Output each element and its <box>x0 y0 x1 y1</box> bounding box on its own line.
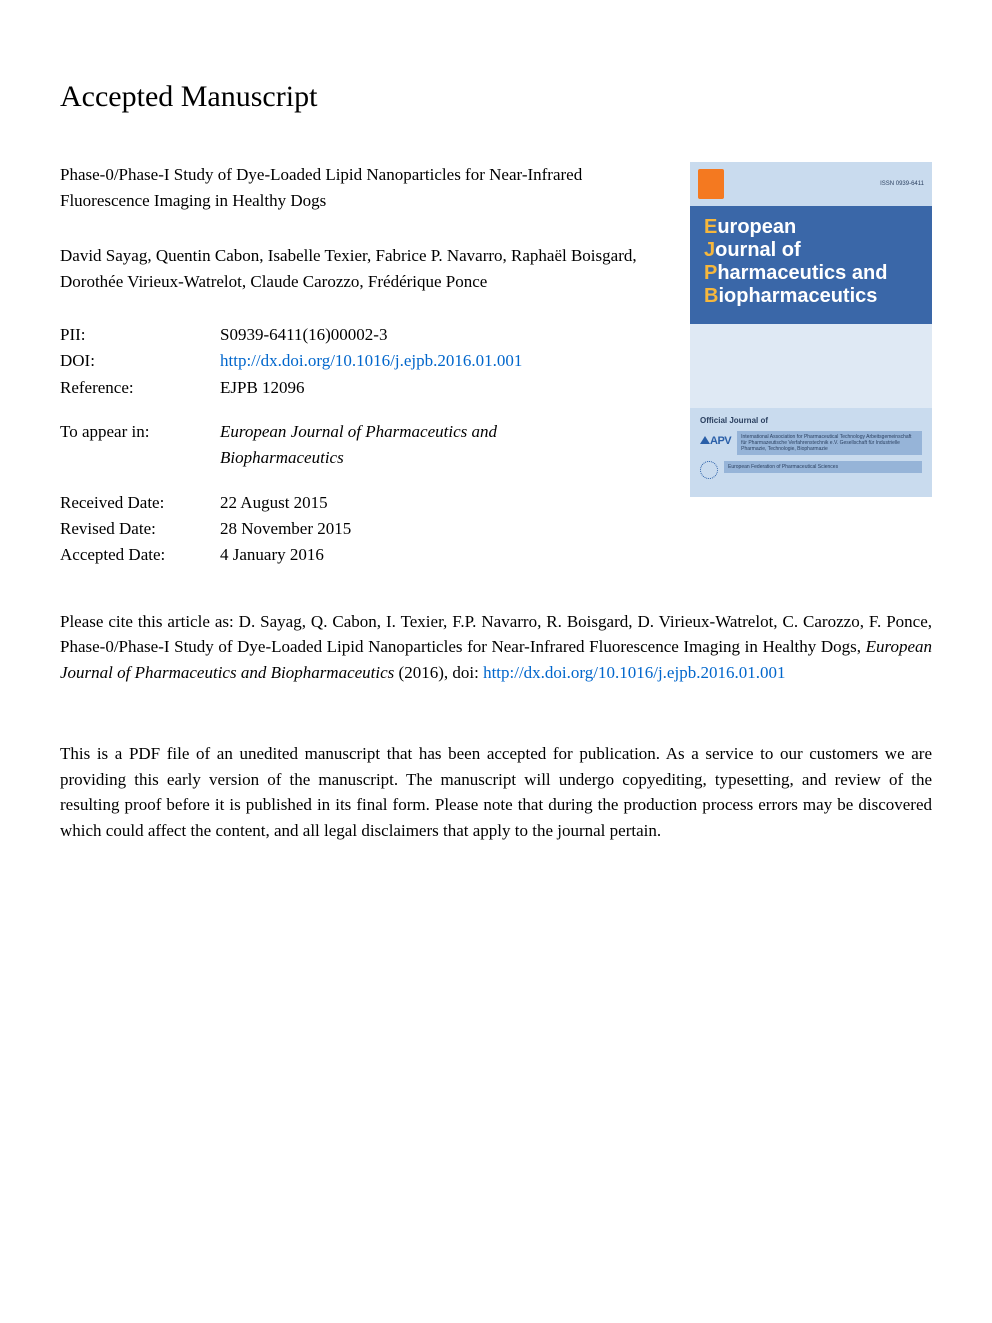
meta-value: 28 November 2015 <box>220 516 580 542</box>
apv-logo-icon: APV <box>700 431 731 449</box>
meta-row-reference: Reference: EJPB 12096 <box>60 375 666 401</box>
meta-row-appear: To appear in: European Journal of Pharma… <box>60 419 666 472</box>
association-row: APV International Association for Pharma… <box>700 431 922 455</box>
cover-bottom-panel: Official Journal of APV International As… <box>690 408 932 497</box>
cover-accent-letter: J <box>704 239 715 261</box>
cover-mid-panel <box>690 324 932 408</box>
meta-value: S0939-6411(16)00002-3 <box>220 322 580 348</box>
association-text: European Federation of Pharmaceutical Sc… <box>724 461 922 473</box>
metadata-table: PII: S0939-6411(16)00002-3 DOI: http://d… <box>60 322 666 569</box>
meta-row-accepted: Accepted Date: 4 January 2016 <box>60 542 666 568</box>
cover-title-frag: iopharmaceutics <box>718 285 877 307</box>
journal-name: European Journal of Pharmaceutics and Bi… <box>220 422 497 467</box>
elsevier-logo-icon <box>698 169 724 199</box>
author-list: David Sayag, Quentin Cabon, Isabelle Tex… <box>60 243 640 294</box>
official-journal-label: Official Journal of <box>700 416 922 425</box>
meta-label: Received Date: <box>60 490 220 516</box>
meta-row-doi: DOI: http://dx.doi.org/10.1016/j.ejpb.20… <box>60 348 666 374</box>
cover-accent-letter: P <box>704 262 717 284</box>
meta-value: 4 January 2016 <box>220 542 580 568</box>
doi-link[interactable]: http://dx.doi.org/10.1016/j.ejpb.2016.01… <box>220 351 522 370</box>
meta-label: To appear in: <box>60 419 220 472</box>
meta-label: Revised Date: <box>60 516 220 542</box>
cover-accent-letter: B <box>704 285 718 307</box>
citation-prefix: Please cite this article as: D. Sayag, Q… <box>60 612 932 657</box>
meta-row-revised: Revised Date: 28 November 2015 <box>60 516 666 542</box>
meta-row-received: Received Date: 22 August 2015 <box>60 490 666 516</box>
cover-title-frag: uropean <box>717 216 796 238</box>
cover-title-frag: harmaceutics and <box>717 262 887 284</box>
meta-label: DOI: <box>60 348 220 374</box>
manuscript-page: Accepted Manuscript Phase-0/Phase-I Stud… <box>0 0 992 1323</box>
issn-text: ISSN 0939-6411 <box>880 181 924 187</box>
top-row: Phase-0/Phase-I Study of Dye-Loaded Lipi… <box>60 162 932 569</box>
meta-value: European Journal of Pharmaceutics and Bi… <box>220 419 580 472</box>
meta-label: Reference: <box>60 375 220 401</box>
meta-value: EJPB 12096 <box>220 375 580 401</box>
association-text: International Association for Pharmaceut… <box>737 431 922 455</box>
meta-gap <box>60 401 666 419</box>
meta-label: PII: <box>60 322 220 348</box>
meta-label: Accepted Date: <box>60 542 220 568</box>
cover-title: European Journal of Pharmaceutics and Bi… <box>704 216 918 308</box>
left-column: Phase-0/Phase-I Study of Dye-Loaded Lipi… <box>60 162 666 569</box>
citation-doi-link[interactable]: http://dx.doi.org/10.1016/j.ejpb.2016.01… <box>483 663 785 682</box>
meta-gap <box>60 472 666 490</box>
journal-cover: ISSN 0939-6411 European Journal of Pharm… <box>690 162 932 497</box>
eu-stars-icon <box>700 461 718 479</box>
meta-value: 22 August 2015 <box>220 490 580 516</box>
citation-block: Please cite this article as: D. Sayag, Q… <box>60 609 932 686</box>
cover-accent-letter: E <box>704 216 717 238</box>
cover-title-block: European Journal of Pharmaceutics and Bi… <box>690 206 932 318</box>
association-row: European Federation of Pharmaceutical Sc… <box>700 461 922 479</box>
apv-text: APV <box>710 435 731 447</box>
article-title: Phase-0/Phase-I Study of Dye-Loaded Lipi… <box>60 162 640 213</box>
meta-value: http://dx.doi.org/10.1016/j.ejpb.2016.01… <box>220 348 580 374</box>
meta-row-pii: PII: S0939-6411(16)00002-3 <box>60 322 666 348</box>
citation-year: (2016), doi: <box>394 663 483 682</box>
cover-header: ISSN 0939-6411 <box>690 162 932 206</box>
disclaimer-text: This is a PDF file of an unedited manusc… <box>60 741 932 843</box>
cover-card: ISSN 0939-6411 European Journal of Pharm… <box>690 162 932 497</box>
cover-title-frag: ournal of <box>715 239 801 261</box>
page-heading: Accepted Manuscript <box>60 80 932 114</box>
